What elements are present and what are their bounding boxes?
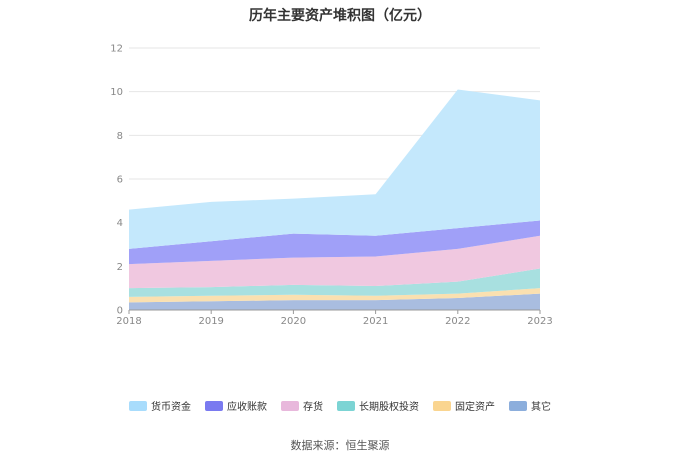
area-series-4 bbox=[129, 220, 540, 265]
legend-item-cash[interactable]: 货币资金 bbox=[129, 398, 191, 413]
x-tick-label: 2021 bbox=[363, 316, 388, 327]
legend-item-inventory[interactable]: 存货 bbox=[281, 398, 323, 413]
legend-item-receivables[interactable]: 应收账款 bbox=[205, 398, 267, 413]
chart-title: 历年主要资产堆积图（亿元） bbox=[249, 8, 431, 24]
area-series-3 bbox=[129, 235, 540, 289]
legend-label-long-term-equity: 长期股权投资 bbox=[359, 402, 419, 413]
axes: 0 2 4 6 8 10 12 2018 2019 2020 2021 2022 2023 bbox=[110, 44, 552, 328]
x-tick-label: 2020 bbox=[281, 316, 306, 327]
y-tick-label: 10 bbox=[110, 87, 123, 98]
legend-swatch-long-term-equity bbox=[337, 400, 355, 411]
x-tick-label: 2023 bbox=[527, 316, 552, 327]
legend-swatch-receivables bbox=[205, 400, 223, 411]
y-tick-label: 6 bbox=[117, 175, 123, 186]
legend-item-long-term-equity[interactable]: 长期股权投资 bbox=[337, 398, 419, 413]
x-tick-label: 2022 bbox=[445, 316, 470, 327]
legend-swatch-cash bbox=[129, 400, 147, 411]
legend-label-inventory: 存货 bbox=[303, 402, 323, 413]
legend: 货币资金 应收账款 存货 长期股权投资 固定资产 其它 bbox=[0, 398, 680, 413]
y-tick-label: 4 bbox=[117, 218, 123, 229]
y-tick-label: 0 bbox=[117, 306, 123, 317]
y-tick-label: 2 bbox=[117, 262, 123, 273]
x-tick-label: 2018 bbox=[116, 316, 141, 327]
area-series-1 bbox=[129, 288, 540, 303]
legend-item-fixed-assets[interactable]: 固定资产 bbox=[433, 398, 495, 413]
x-tick-label: 2019 bbox=[198, 316, 223, 327]
legend-label-cash: 货币资金 bbox=[151, 402, 191, 413]
legend-swatch-fixed-assets bbox=[433, 400, 451, 411]
legend-item-other[interactable]: 其它 bbox=[509, 398, 551, 413]
y-tick-label: 12 bbox=[110, 44, 123, 55]
legend-label-other: 其它 bbox=[531, 402, 551, 413]
stacked-area-chart: 0 2 4 6 8 10 12 2018 2019 2020 2021 2022 2023 bbox=[110, 44, 552, 328]
y-tick-label: 8 bbox=[117, 131, 123, 142]
legend-label-fixed-assets: 固定资产 bbox=[455, 402, 495, 413]
legend-swatch-inventory bbox=[281, 400, 299, 411]
area-series-0 bbox=[129, 293, 540, 310]
data-source-note: 数据来源：恒生聚源 bbox=[290, 439, 390, 452]
legend-swatch-other bbox=[509, 400, 527, 411]
area-series-group bbox=[129, 89, 540, 310]
area-series-5 bbox=[129, 89, 540, 249]
area-series-2 bbox=[129, 268, 540, 297]
legend-label-receivables: 应收账款 bbox=[227, 402, 267, 413]
